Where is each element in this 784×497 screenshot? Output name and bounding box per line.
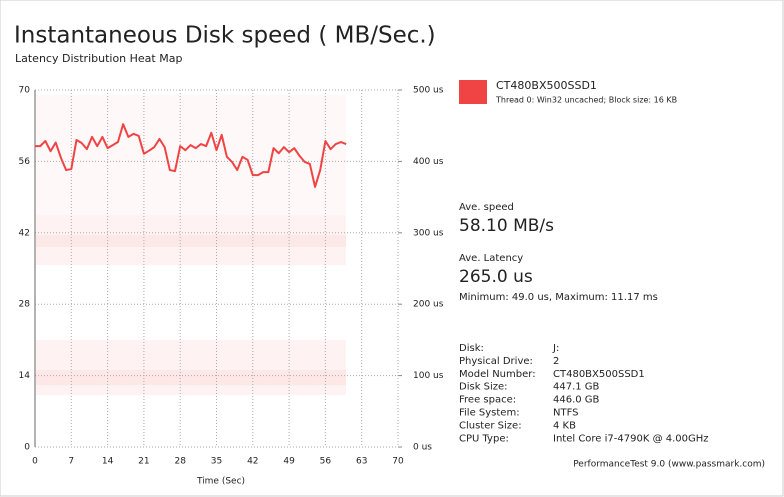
y-tick-label: 14 [19, 371, 31, 381]
x-tick-label: 56 [320, 457, 332, 467]
x-tick-label: 28 [174, 457, 186, 467]
latency-label: Ave. Latency [459, 253, 523, 264]
x-tick-label: 14 [102, 457, 114, 467]
info-label: Disk: [459, 343, 484, 354]
legend-note: Thread 0: Win32 uncached; Block size: 16… [495, 96, 677, 105]
heat-map [36, 95, 346, 395]
info-label: Free space: [459, 395, 516, 406]
info-value: NTFS [553, 408, 579, 419]
info-value: CT480BX500SSD1 [553, 369, 645, 380]
x-tick-label: 70 [392, 457, 404, 467]
y2-tick-label: 500 us [413, 86, 444, 96]
info-value: 4 KB [553, 420, 576, 431]
x-tick-label: 49 [283, 457, 295, 467]
y2-tick-label: 300 us [413, 228, 444, 238]
y-tick-label: 70 [19, 86, 31, 96]
x-tick-label: 63 [356, 457, 367, 467]
info-label: CPU Type: [459, 433, 509, 444]
y-tick-label: 42 [19, 228, 30, 238]
y-tick-label: 56 [19, 157, 31, 167]
info-value: 446.0 GB [553, 395, 600, 406]
y-tick-label: 0 [24, 443, 30, 453]
info-label: File System: [459, 408, 520, 419]
info-label: Cluster Size: [459, 420, 522, 431]
info-label: Physical Drive: [459, 356, 533, 367]
x-axis-label: Time (Sec) [196, 477, 245, 487]
y2-tick-label: 200 us [413, 300, 444, 310]
x-tick-label: 35 [211, 457, 222, 467]
speed-label: Ave. speed [459, 202, 514, 213]
info-label: Model Number: [459, 369, 536, 380]
subtitle: Latency Distribution Heat Map [15, 52, 182, 65]
data-line [35, 123, 347, 188]
y2-tick-label: 0 us [413, 443, 432, 453]
y2-tick-label: 100 us [413, 371, 444, 381]
x-tick-label: 21 [138, 457, 149, 467]
chart-title: Instantaneous Disk speed ( MB/Sec.) [14, 23, 436, 49]
footer: PerformanceTest 9.0 (www.passmark.com) [573, 460, 765, 470]
latency-range: Minimum: 49.0 us, Maximum: 11.17 ms [459, 292, 658, 303]
y2-tick-label: 400 us [413, 157, 444, 167]
speed-value: 58.10 MB/s [459, 216, 554, 236]
x-tick-label: 7 [68, 457, 74, 467]
info-value: 447.1 GB [553, 382, 600, 393]
x-tick-label: 42 [247, 457, 258, 467]
info-value: J: [552, 343, 559, 354]
legend-label: CT480BX500SSD1 [496, 79, 597, 92]
info-value: Intel Core i7-4790K @ 4.00GHz [553, 433, 709, 444]
y-tick-label: 28 [19, 300, 31, 310]
x-tick-label: 0 [32, 457, 38, 467]
latency-value: 265.0 us [459, 267, 533, 287]
info-label: Disk Size: [459, 382, 508, 393]
legend-swatch [459, 80, 487, 104]
info-value: 2 [553, 356, 559, 367]
